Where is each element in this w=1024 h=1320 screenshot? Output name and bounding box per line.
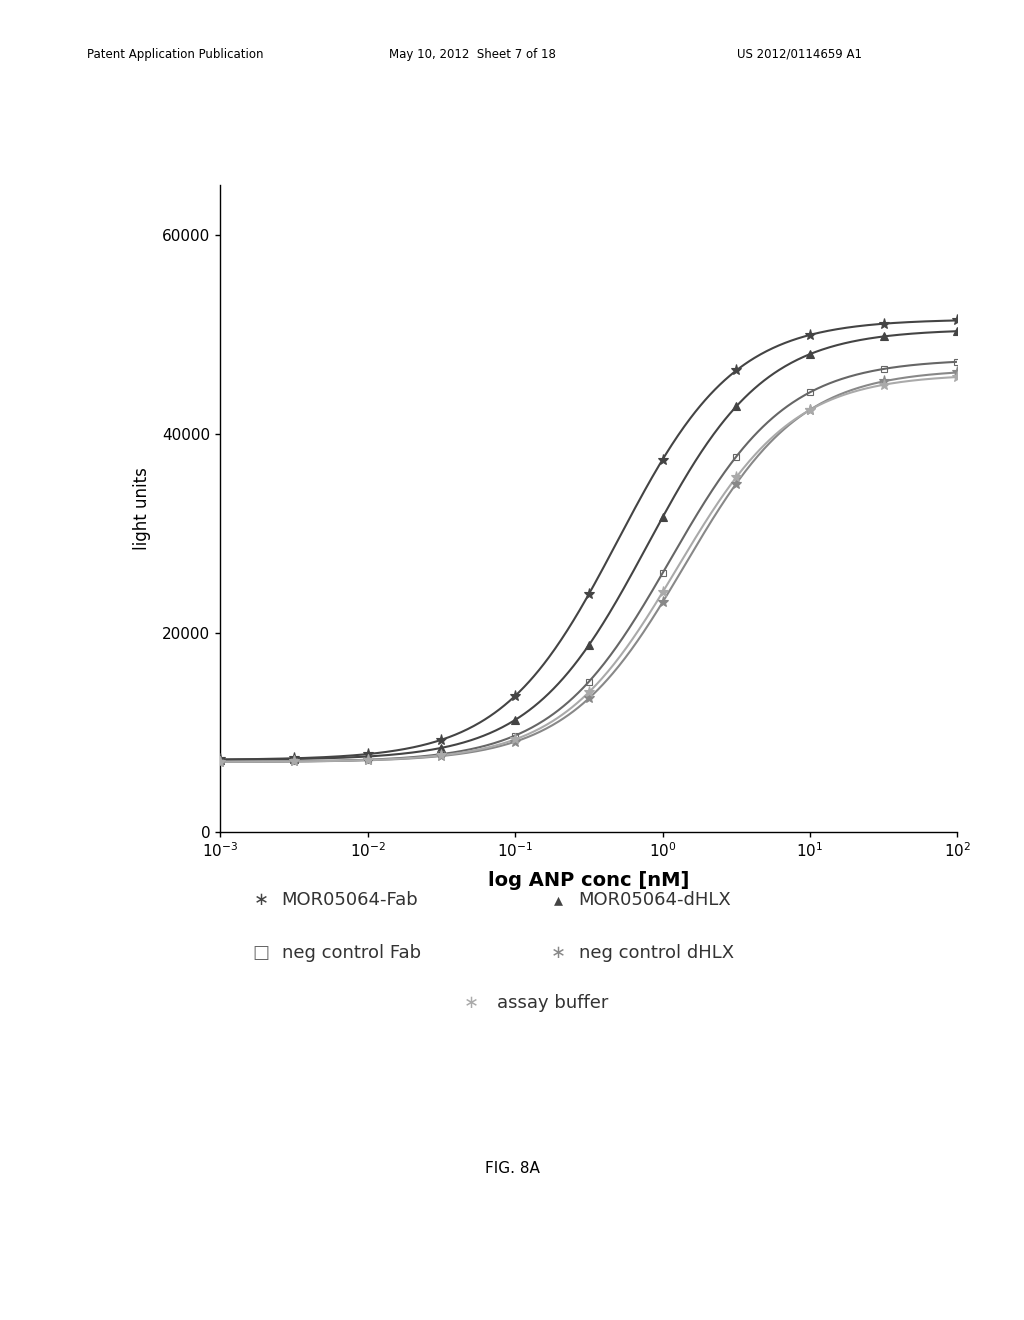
Text: MOR05064-Fab: MOR05064-Fab <box>282 891 419 909</box>
Text: ∗: ∗ <box>464 994 478 1012</box>
Text: ∗: ∗ <box>551 944 565 962</box>
Y-axis label: light units: light units <box>133 467 152 549</box>
Text: MOR05064-dHLX: MOR05064-dHLX <box>579 891 731 909</box>
Text: ∗: ∗ <box>254 891 268 909</box>
Text: ▴: ▴ <box>554 891 562 909</box>
Text: Patent Application Publication: Patent Application Publication <box>87 48 263 61</box>
Text: US 2012/0114659 A1: US 2012/0114659 A1 <box>737 48 862 61</box>
Text: May 10, 2012  Sheet 7 of 18: May 10, 2012 Sheet 7 of 18 <box>389 48 556 61</box>
Text: □: □ <box>253 944 269 962</box>
X-axis label: log ANP conc [nM]: log ANP conc [nM] <box>488 871 689 890</box>
Text: neg control Fab: neg control Fab <box>282 944 421 962</box>
Text: FIG. 8A: FIG. 8A <box>484 1160 540 1176</box>
Text: neg control dHLX: neg control dHLX <box>579 944 733 962</box>
Text: assay buffer: assay buffer <box>497 994 608 1012</box>
